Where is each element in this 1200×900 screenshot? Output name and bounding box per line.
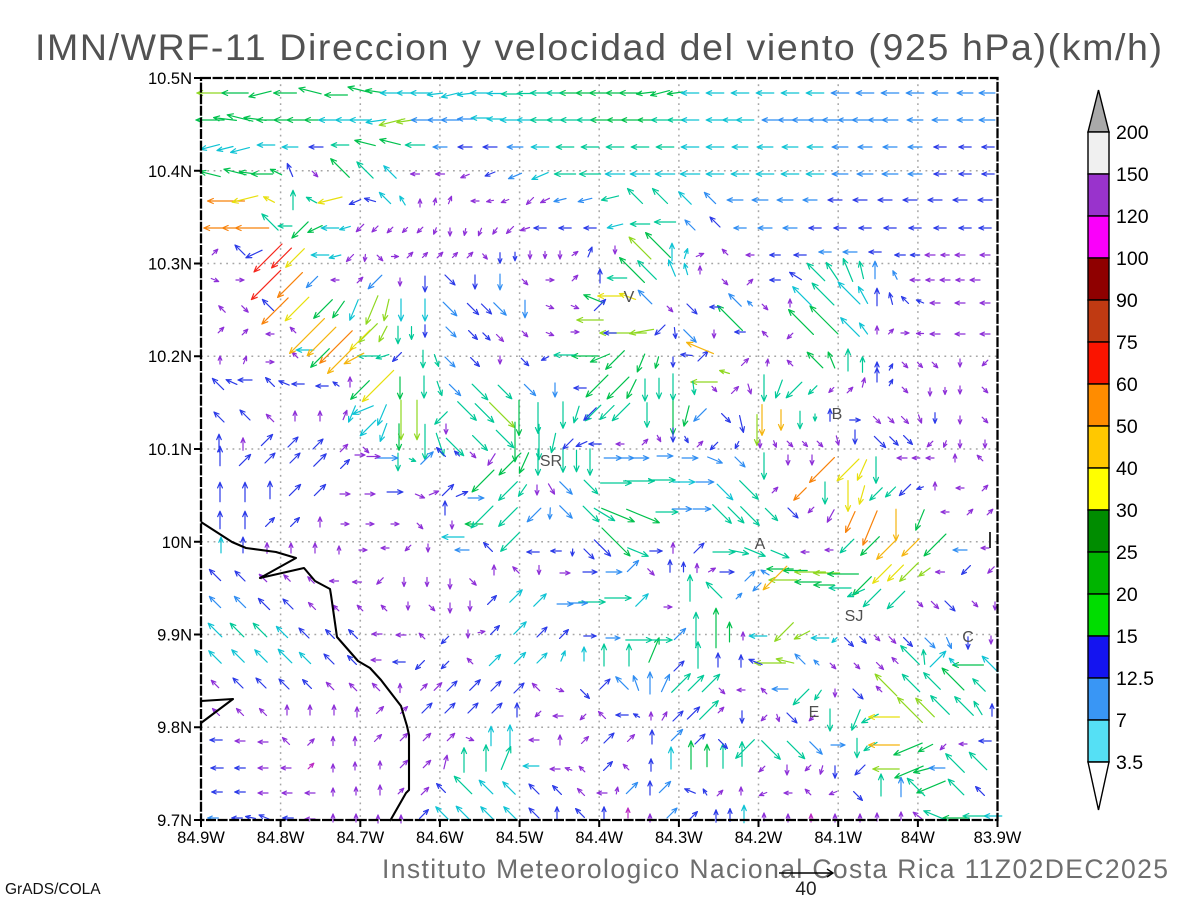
svg-text:10.4N: 10.4N bbox=[148, 163, 192, 181]
svg-text:84W: 84W bbox=[901, 829, 935, 847]
svg-text:75: 75 bbox=[1116, 332, 1138, 354]
svg-text:E: E bbox=[809, 704, 820, 721]
svg-text:SJ: SJ bbox=[845, 608, 864, 625]
svg-text:84.2W: 84.2W bbox=[735, 829, 783, 847]
svg-text:10.1N: 10.1N bbox=[148, 441, 192, 459]
svg-text:25: 25 bbox=[1116, 542, 1138, 564]
svg-text:V: V bbox=[624, 289, 635, 306]
svg-text:84.7W: 84.7W bbox=[336, 829, 384, 847]
svg-text:10.3N: 10.3N bbox=[148, 256, 192, 274]
svg-text:150: 150 bbox=[1116, 164, 1149, 186]
svg-text:9.9N: 9.9N bbox=[157, 627, 192, 645]
svg-text:C: C bbox=[962, 629, 974, 646]
svg-text:83.9W: 83.9W bbox=[974, 829, 1022, 847]
svg-text:GrADS/COLA: GrADS/COLA bbox=[5, 881, 101, 898]
svg-text:B: B bbox=[832, 406, 843, 423]
svg-text:84.6W: 84.6W bbox=[416, 829, 464, 847]
svg-text:9.8N: 9.8N bbox=[157, 719, 192, 737]
svg-text:50: 50 bbox=[1116, 416, 1138, 438]
svg-text:84.3W: 84.3W bbox=[655, 829, 703, 847]
svg-text:10.2N: 10.2N bbox=[148, 348, 192, 366]
svg-text:30: 30 bbox=[1116, 500, 1138, 522]
svg-text:SR: SR bbox=[540, 453, 562, 470]
svg-text:12.5: 12.5 bbox=[1116, 668, 1154, 690]
svg-text:7: 7 bbox=[1116, 710, 1127, 732]
svg-text:84.9W: 84.9W bbox=[177, 829, 225, 847]
svg-text:10N: 10N bbox=[162, 534, 192, 552]
svg-text:IMN/WRF-11 Direccion y velocid: IMN/WRF-11 Direccion y velocidad del vie… bbox=[35, 26, 1162, 68]
svg-text:3.5: 3.5 bbox=[1116, 752, 1143, 774]
svg-text:84.5W: 84.5W bbox=[496, 829, 544, 847]
svg-text:200: 200 bbox=[1116, 122, 1149, 144]
svg-text:60: 60 bbox=[1116, 374, 1138, 396]
svg-text:100: 100 bbox=[1116, 248, 1149, 270]
svg-text:A: A bbox=[755, 536, 766, 553]
svg-text:20: 20 bbox=[1116, 584, 1138, 606]
svg-text:40: 40 bbox=[795, 879, 816, 900]
svg-text:Instituto Meteorologico Nacion: Instituto Meteorologico Nacional Costa R… bbox=[382, 854, 1168, 884]
svg-text:120: 120 bbox=[1116, 206, 1149, 228]
svg-text:84.4W: 84.4W bbox=[575, 829, 623, 847]
svg-text:84.1W: 84.1W bbox=[814, 829, 862, 847]
svg-text:9.7N: 9.7N bbox=[157, 812, 192, 830]
svg-text:90: 90 bbox=[1116, 290, 1138, 312]
svg-text:15: 15 bbox=[1116, 626, 1138, 648]
svg-text:40: 40 bbox=[1116, 458, 1138, 480]
svg-text:84.8W: 84.8W bbox=[257, 829, 305, 847]
svg-text:10.5N: 10.5N bbox=[148, 70, 192, 88]
